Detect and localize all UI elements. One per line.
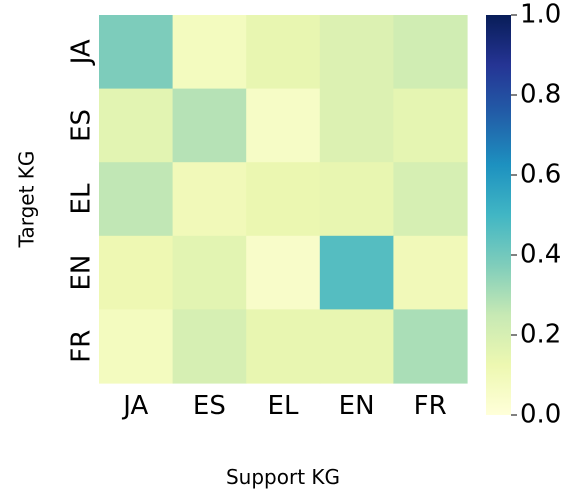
heatmap-cell-ja-fr (393, 15, 468, 90)
x-tick-label-es: ES (193, 391, 226, 421)
colorbar-tick-label-0-4: 0.4 (520, 240, 561, 270)
colorbar-tick-label-0-2: 0.2 (520, 320, 561, 350)
heatmap-cell-el-en (319, 162, 394, 237)
x-tick-label-fr: FR (414, 391, 447, 421)
heatmap-cell-fr-en (319, 309, 394, 384)
heatmap-cells (99, 15, 468, 384)
heatmap-cell-el-el (246, 162, 321, 237)
heatmap-cell-fr-ja (99, 309, 174, 384)
heatmap-cell-en-en (319, 235, 394, 310)
heatmap-cell-fr-es (172, 309, 247, 384)
heatmap-cell-ja-en (319, 15, 394, 90)
heatmap-cell-es-fr (393, 88, 468, 163)
heatmap-cell-el-es (172, 162, 247, 237)
x-tick-labels: JA ES EL EN FR (121, 391, 446, 421)
y-tick-label-el: EL (67, 183, 97, 214)
x-axis-label: Support KG (226, 465, 340, 489)
heatmap-cell-fr-el (246, 309, 321, 384)
heatmap-cell-el-fr (393, 162, 468, 237)
y-tick-label-fr: FR (67, 330, 97, 363)
colorbar (486, 15, 511, 415)
y-axis-label: Target KG (15, 151, 39, 249)
heatmap-cell-ja-ja (99, 15, 174, 90)
x-tick-label-en: EN (339, 391, 375, 421)
heatmap-cell-en-es (172, 235, 247, 310)
heatmap-cell-fr-fr (393, 309, 468, 384)
y-tick-labels: JA ES EL EN FR (67, 39, 97, 363)
colorbar-tick-label-0-6: 0.6 (520, 160, 561, 190)
heatmap-cell-en-ja (99, 235, 174, 310)
heatmap-cell-es-en (319, 88, 394, 163)
y-tick-label-es: ES (67, 109, 97, 142)
heatmap-cell-es-el (246, 88, 321, 163)
y-tick-label-ja: JA (67, 39, 97, 66)
colorbar-tick-label-0-0: 0.0 (520, 400, 561, 430)
x-tick-label-ja: JA (121, 391, 148, 421)
colorbar-tick-labels: 0.0 0.2 0.4 0.6 0.8 1.0 (511, 0, 561, 430)
heatmap-cell-es-ja (99, 88, 174, 163)
heatmap-cell-ja-el (246, 15, 321, 90)
y-tick-label-en: EN (67, 255, 97, 291)
heatmap-cell-en-fr (393, 235, 468, 310)
colorbar-tick-label-1-0: 1.0 (520, 0, 561, 30)
x-tick-label-el: EL (268, 391, 299, 421)
heatmap-cell-ja-es (172, 15, 247, 90)
heatmap-cell-es-es (172, 88, 247, 163)
colorbar-tick-label-0-8: 0.8 (520, 80, 561, 110)
heatmap-cell-el-ja (99, 162, 174, 237)
heatmap-cell-en-el (246, 235, 321, 310)
